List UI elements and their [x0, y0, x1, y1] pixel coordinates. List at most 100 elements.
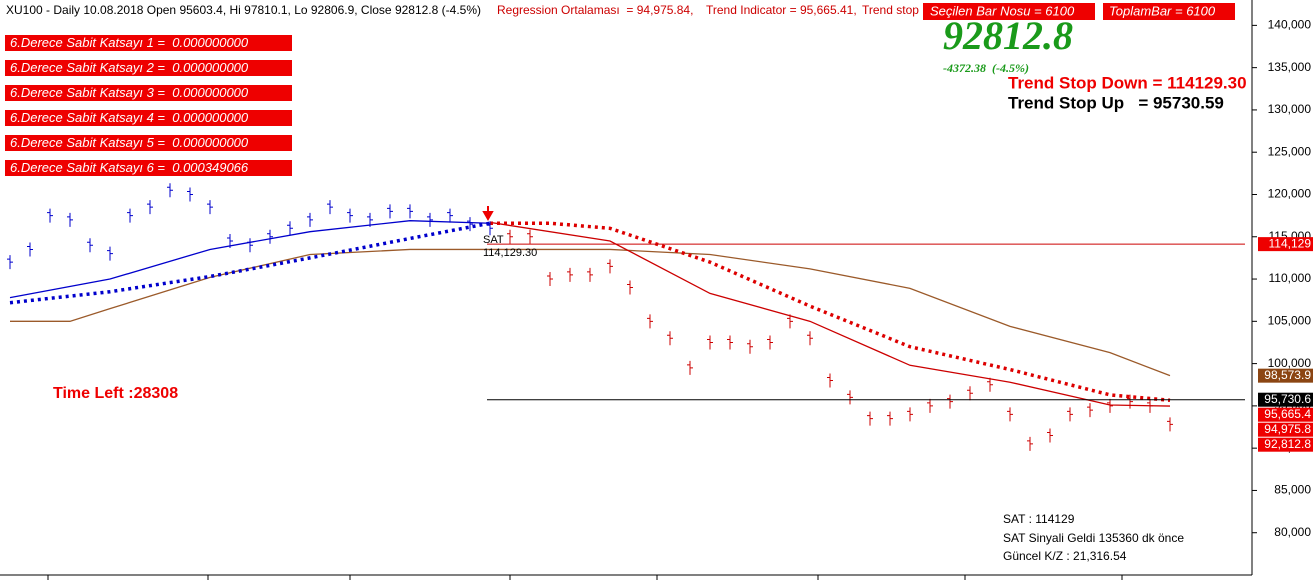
y-tick-label: 130,000 [1268, 102, 1312, 116]
coefficient-box [5, 35, 292, 51]
price-bar [827, 373, 833, 388]
price-bar [787, 314, 793, 329]
price-bar [687, 360, 693, 375]
regression: Regression Ortalaması = 94,975.84, [497, 3, 693, 17]
price-bar [467, 217, 473, 232]
x-ticks [47, 575, 1123, 580]
price-marker [1258, 422, 1313, 437]
y-tick-label: 80,000 [1274, 525, 1311, 539]
price-marker-label: 98,573.9 [1264, 368, 1311, 382]
y-tick-label: 110,000 [1269, 271, 1312, 285]
info-line: SAT Sinyali Geldi 135360 dk önce [1003, 531, 1184, 545]
price-bar [1087, 403, 1093, 418]
coefficient: 6.Derece Sabit Katsayı 3 = 0.000000000 [10, 85, 249, 100]
y-tick-label: 120,000 [1268, 187, 1312, 201]
coefficient: 6.Derece Sabit Katsayı 4 = 0.000000000 [10, 110, 249, 125]
price-bar [1107, 398, 1113, 413]
change: -4372.38 (-4.5%) [943, 61, 1029, 75]
average-line [9, 220, 491, 299]
price-bar [347, 208, 353, 223]
coefficient-box [5, 110, 292, 126]
price-bar [187, 187, 193, 202]
annotation: SAT [483, 234, 504, 246]
coefficient: 6.Derece Sabit Katsayı 2 = 0.000000000 [10, 60, 249, 75]
trend-stop: Trend stop [862, 3, 919, 17]
y-tick-label: 105,000 [1268, 313, 1312, 327]
price-bar [7, 255, 13, 270]
price-bar [147, 200, 153, 215]
selected-bar: Seçilen Bar Nosu = 6100 [930, 3, 1075, 18]
coefficient: 6.Derece Sabit Katsayı 1 = 0.000000000 [10, 35, 249, 50]
coefficient-box [5, 160, 292, 176]
price-bar [1047, 428, 1053, 443]
price-bar [327, 200, 333, 215]
total-bar: ToplamBar = 6100 [1109, 3, 1216, 18]
price-bar [987, 377, 993, 392]
price-marker [1258, 392, 1313, 407]
quote: XU100 - Daily 10.08.2018 Open 95603.4, H… [6, 3, 481, 17]
coefficient-box [5, 135, 292, 151]
price-bar [627, 280, 633, 295]
price-bar [727, 335, 733, 350]
trend-stop-up: Trend Stop Up = 95730.59 [1008, 93, 1224, 112]
average-line [489, 221, 1171, 407]
price-bar [487, 221, 493, 236]
y-tick-label: 125,000 [1268, 144, 1312, 158]
price-bar [47, 208, 53, 223]
price-bar [947, 394, 953, 409]
price-bar [107, 246, 113, 261]
price-bar [867, 411, 873, 426]
price-bar [27, 242, 33, 257]
price-bar [807, 331, 813, 346]
price-bar [747, 339, 753, 354]
price-marker [1258, 237, 1313, 252]
price-bar [207, 200, 213, 215]
plot-area [7, 183, 1173, 451]
price-marker [1258, 368, 1313, 383]
price-marker-label: 95,730.6 [1264, 392, 1311, 406]
price-bar [967, 386, 973, 401]
trend-stop-down: Trend Stop Down = 114129.30 [1008, 73, 1247, 92]
trend-indicator: Trend Indicator = 95,665.41, [706, 3, 857, 17]
price-bar [1127, 394, 1133, 409]
price-bar [387, 204, 393, 219]
price-bar [1067, 407, 1073, 422]
y-tick-label: 100,000 [1268, 356, 1312, 370]
y-tick-label: 140,000 [1268, 18, 1312, 32]
price-bar [87, 238, 93, 253]
price-bar [527, 229, 533, 244]
price-bar [927, 398, 933, 413]
price-bar [587, 267, 593, 282]
price-bar [1007, 407, 1013, 422]
total-bar-box [1103, 3, 1235, 20]
coefficient: 6.Derece Sabit Katsayı 6 = 0.000349066 [10, 160, 249, 175]
price-bar [907, 407, 913, 422]
price-bar [1147, 398, 1153, 413]
price-bar [507, 229, 513, 244]
annotation: 114,129.30 [483, 247, 537, 259]
last-price: 92812.8 [943, 13, 1073, 58]
sell-arrow [482, 206, 494, 222]
time-left: Time Left :28308 [53, 385, 178, 402]
price-marker-label: 114,129 [1269, 236, 1312, 250]
price-bar [567, 267, 573, 282]
price-bar [407, 204, 413, 219]
price-bar [427, 212, 433, 227]
price-bar [287, 221, 293, 236]
price-bar [447, 208, 453, 223]
price-bar [307, 212, 313, 227]
y-tick-label: 135,000 [1268, 60, 1312, 74]
price-bar [227, 233, 233, 248]
price-bar [647, 314, 653, 329]
coefficient: 6.Derece Sabit Katsayı 5 = 0.000000000 [10, 135, 249, 150]
price-bar [607, 259, 613, 274]
price-bar [267, 229, 273, 244]
price-bar [367, 212, 373, 227]
price-bar [887, 411, 893, 426]
coefficient-box [5, 85, 292, 101]
selected-bar-box [923, 3, 1095, 20]
coefficient-box [5, 60, 292, 76]
y-tick-label: 85,000 [1274, 483, 1311, 497]
price-marker [1258, 437, 1313, 452]
